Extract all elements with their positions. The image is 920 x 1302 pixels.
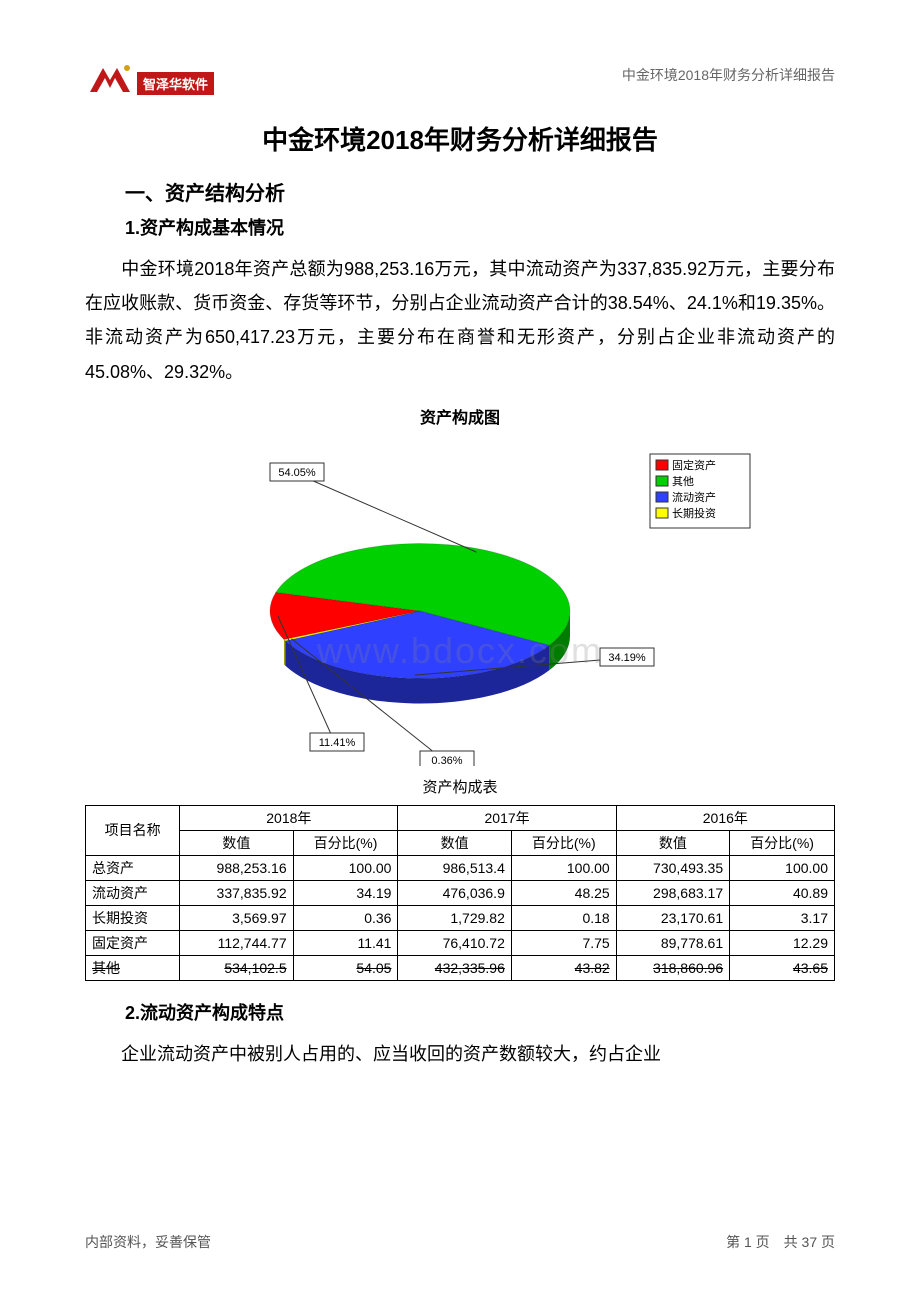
chart-title: 资产构成图 — [85, 404, 835, 428]
table-row-name: 固定资产 — [86, 930, 180, 955]
callout-label: 11.41% — [319, 737, 356, 749]
table-header-row-2: 数值 百分比(%) 数值 百分比(%) 数值 百分比(%) — [86, 830, 835, 855]
table-row: 流动资产337,835.9234.19476,036.948.25298,683… — [86, 880, 835, 905]
legend-label: 长期投资 — [672, 506, 716, 520]
table-cell: 34.19 — [293, 880, 398, 905]
legend-swatch — [656, 508, 668, 518]
table-cell: 534,102.5 — [180, 955, 293, 980]
table-row-name: 其他 — [86, 955, 180, 980]
pie-slice-side — [284, 639, 285, 665]
table-cell: 988,253.16 — [180, 855, 293, 880]
callout-label: 34.19% — [608, 652, 646, 664]
table-row: 其他534,102.554.05432,335.9643.82318,860.9… — [86, 955, 835, 980]
table-cell: 7.75 — [511, 930, 616, 955]
paragraph-1: 中金环境2018年资产总额为988,253.16万元，其中流动资产为337,83… — [85, 252, 835, 389]
logo-text: 智泽华软件 — [137, 72, 214, 95]
legend-swatch — [656, 476, 668, 486]
table-row-name: 长期投资 — [86, 905, 180, 930]
table-sub-percent: 百分比(%) — [730, 830, 835, 855]
chart-legend: 固定资产其他流动资产长期投资 — [650, 454, 750, 528]
footer-right: 第 1 页 共 37 页 — [726, 1232, 835, 1252]
table-cell: 12.29 — [730, 930, 835, 955]
paragraph-1-text: 中金环境2018年资产总额为988,253.16万元，其中流动资产为337,83… — [85, 259, 835, 382]
table-cell: 43.65 — [730, 955, 835, 980]
table-cell: 318,860.96 — [616, 955, 729, 980]
table-cell: 100.00 — [730, 855, 835, 880]
table-cell: 3.17 — [730, 905, 835, 930]
table-row: 固定资产112,744.7711.4176,410.727.7589,778.6… — [86, 930, 835, 955]
legend-label: 其他 — [672, 475, 694, 488]
table-cell: 476,036.9 — [398, 880, 511, 905]
legend-label: 流动资产 — [672, 490, 716, 504]
logo-icon — [85, 60, 135, 100]
table-year-2016: 2016年 — [616, 805, 834, 830]
table-cell: 48.25 — [511, 880, 616, 905]
table-cell: 11.41 — [293, 930, 398, 955]
asset-composition-table: 项目名称 2018年 2017年 2016年 数值 百分比(%) 数值 百分比(… — [85, 805, 835, 981]
table-row-name: 总资产 — [86, 855, 180, 880]
logo: 智泽华软件 — [85, 60, 215, 100]
table-sub-value: 数值 — [616, 830, 729, 855]
table-cell: 40.89 — [730, 880, 835, 905]
callout-label: 54.05% — [278, 467, 316, 479]
pie-chart-svg: 11.41% 54.05% 34.19% 0.36% 固定资产其他流动资产长期投资 — [160, 436, 760, 766]
table-cell: 23,170.61 — [616, 905, 729, 930]
table-caption: 资产构成表 — [85, 776, 835, 797]
table-row: 长期投资3,569.970.361,729.820.1823,170.613.1… — [86, 905, 835, 930]
table-cell: 89,778.61 — [616, 930, 729, 955]
table-cell: 337,835.92 — [180, 880, 293, 905]
page-header: 智泽华软件 中金环境2018年财务分析详细报告 — [85, 60, 835, 100]
table-year-2018: 2018年 — [180, 805, 398, 830]
table-cell: 298,683.17 — [616, 880, 729, 905]
footer-left: 内部资料，妥善保管 — [85, 1232, 211, 1252]
section-1-heading: 一、资产结构分析 — [125, 177, 835, 206]
table-cell: 986,513.4 — [398, 855, 511, 880]
table-col-item-name: 项目名称 — [86, 805, 180, 855]
table-cell: 54.05 — [293, 955, 398, 980]
table-row: 总资产988,253.16100.00986,513.4100.00730,49… — [86, 855, 835, 880]
table-cell: 112,744.77 — [180, 930, 293, 955]
table-sub-value: 数值 — [398, 830, 511, 855]
paragraph-2-text: 企业流动资产中被别人占用的、应当收回的资产数额较大，约占企业 — [121, 1044, 661, 1064]
table-sub-percent: 百分比(%) — [293, 830, 398, 855]
table-sub-value: 数值 — [180, 830, 293, 855]
paragraph-2: 企业流动资产中被别人占用的、应当收回的资产数额较大，约占企业 — [85, 1037, 835, 1071]
table-sub-percent: 百分比(%) — [511, 830, 616, 855]
legend-swatch — [656, 492, 668, 502]
page-footer: 内部资料，妥善保管 第 1 页 共 37 页 — [85, 1232, 835, 1252]
table-cell: 43.82 — [511, 955, 616, 980]
asset-composition-chart: 资产构成图 11.41% 54.05% 34.19% 0.36% 固定资产其他流动资产长… — [85, 404, 835, 766]
table-cell: 100.00 — [293, 855, 398, 880]
table-cell: 100.00 — [511, 855, 616, 880]
header-right-text: 中金环境2018年财务分析详细报告 — [622, 65, 835, 85]
callout-line — [295, 473, 476, 552]
table-cell: 432,335.96 — [398, 955, 511, 980]
table-cell: 1,729.82 — [398, 905, 511, 930]
table-cell: 0.18 — [511, 905, 616, 930]
table-year-2017: 2017年 — [398, 805, 616, 830]
table-cell: 0.36 — [293, 905, 398, 930]
document-title: 中金环境2018年财务分析详细报告 — [85, 120, 835, 157]
table-cell: 3,569.97 — [180, 905, 293, 930]
section-1-2-heading: 2.流动资产构成特点 — [125, 999, 835, 1025]
table-cell: 730,493.35 — [616, 855, 729, 880]
legend-label: 固定资产 — [672, 458, 716, 472]
legend-swatch — [656, 460, 668, 470]
section-1-1-heading: 1.资产构成基本情况 — [125, 214, 835, 240]
table-header-row-1: 项目名称 2018年 2017年 2016年 — [86, 805, 835, 830]
callout-label: 0.36% — [431, 755, 462, 766]
table-cell: 76,410.72 — [398, 930, 511, 955]
table-row-name: 流动资产 — [86, 880, 180, 905]
